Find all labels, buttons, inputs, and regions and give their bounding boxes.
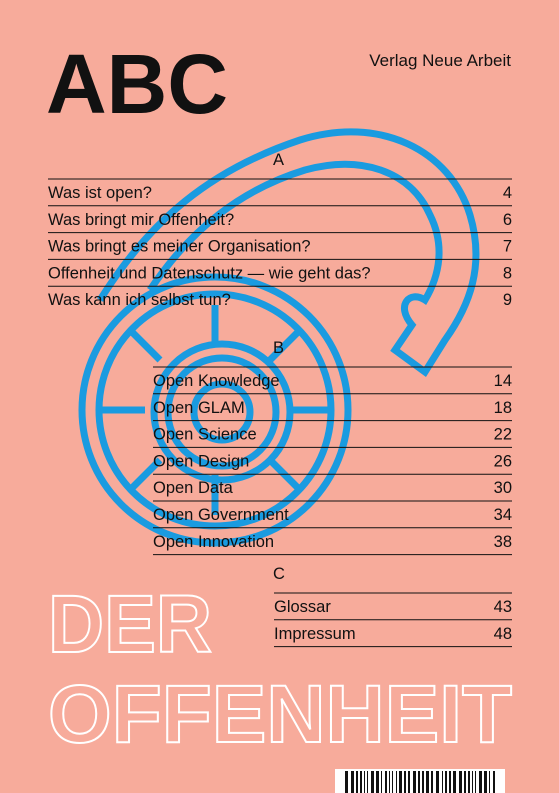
bar bbox=[479, 771, 482, 793]
entry-page: 43 bbox=[494, 598, 512, 616]
bar bbox=[389, 771, 390, 793]
bar bbox=[399, 771, 402, 793]
entry-title: Open Innovation bbox=[153, 533, 274, 551]
bar bbox=[431, 771, 433, 793]
entry-page: 18 bbox=[494, 399, 512, 417]
bar bbox=[468, 771, 470, 793]
section-letter: A bbox=[273, 151, 284, 169]
entry-page: 4 bbox=[503, 184, 512, 202]
bar bbox=[459, 771, 462, 793]
bar bbox=[489, 771, 490, 793]
barcode bbox=[335, 769, 505, 793]
bar bbox=[351, 771, 354, 793]
entry-page: 34 bbox=[494, 506, 512, 524]
entry-title: Open Knowledge bbox=[153, 372, 280, 390]
bar bbox=[345, 771, 348, 793]
entry-title: Was bringt es meiner Organisation? bbox=[48, 238, 311, 256]
entry-page: 14 bbox=[494, 372, 512, 390]
bar bbox=[413, 771, 416, 793]
entry-page: 30 bbox=[494, 479, 512, 497]
publisher: Verlag Neue Arbeit bbox=[369, 51, 511, 70]
section-letter: B bbox=[273, 339, 284, 357]
footer-line: DER bbox=[48, 579, 212, 670]
entry-page: 9 bbox=[503, 291, 512, 309]
bar bbox=[396, 771, 397, 793]
entry-title: Open Government bbox=[153, 506, 289, 524]
entry-title: Was ist open? bbox=[48, 184, 152, 202]
entry-page: 8 bbox=[503, 264, 512, 282]
entry-page: 6 bbox=[503, 211, 512, 229]
entry-page: 7 bbox=[503, 238, 512, 256]
bar bbox=[364, 771, 365, 793]
bar bbox=[385, 771, 387, 793]
bar bbox=[367, 771, 368, 793]
bar bbox=[404, 771, 406, 793]
title: ABC bbox=[46, 37, 228, 131]
section-letter: C bbox=[273, 565, 285, 583]
entry-title: Open Design bbox=[153, 452, 249, 470]
bar bbox=[381, 771, 382, 793]
bar bbox=[356, 771, 358, 793]
entry-title: Open Data bbox=[153, 479, 234, 497]
bar bbox=[445, 771, 447, 793]
entry-page: 22 bbox=[494, 426, 512, 444]
entry-page: 38 bbox=[494, 533, 512, 551]
bar bbox=[422, 771, 424, 793]
table-of-contents: A Was ist open? 4 Was bringt mir Offenheit?… bbox=[48, 151, 512, 648]
bar bbox=[360, 771, 362, 793]
entry-title: Offenheit und Datenschutz — wie geht das… bbox=[48, 264, 371, 282]
bar bbox=[442, 771, 443, 793]
bar bbox=[472, 771, 473, 793]
bar bbox=[453, 771, 456, 793]
bar bbox=[426, 771, 429, 793]
bar bbox=[464, 771, 466, 793]
bar bbox=[371, 771, 374, 793]
entry-title: Open GLAM bbox=[153, 399, 245, 417]
bar bbox=[418, 771, 420, 793]
bar bbox=[408, 771, 410, 793]
bar bbox=[493, 771, 495, 793]
icon bbox=[78, 128, 480, 547]
entry-title: Open Science bbox=[153, 426, 257, 444]
bar bbox=[449, 771, 451, 793]
entry-page: 26 bbox=[494, 452, 512, 470]
bar bbox=[484, 771, 487, 793]
bar bbox=[392, 771, 393, 793]
bar bbox=[376, 771, 379, 793]
entry-page: 48 bbox=[494, 625, 512, 643]
footer-line: OFFENHEIT bbox=[48, 669, 512, 760]
entry-title: Was bringt mir Offenheit? bbox=[48, 211, 234, 229]
entry-title: Impressum bbox=[274, 625, 356, 643]
bar bbox=[475, 771, 476, 793]
entry-title: Was kann ich selbst tun? bbox=[48, 291, 231, 309]
entry-title: Glossar bbox=[274, 598, 331, 616]
bar bbox=[436, 771, 439, 793]
